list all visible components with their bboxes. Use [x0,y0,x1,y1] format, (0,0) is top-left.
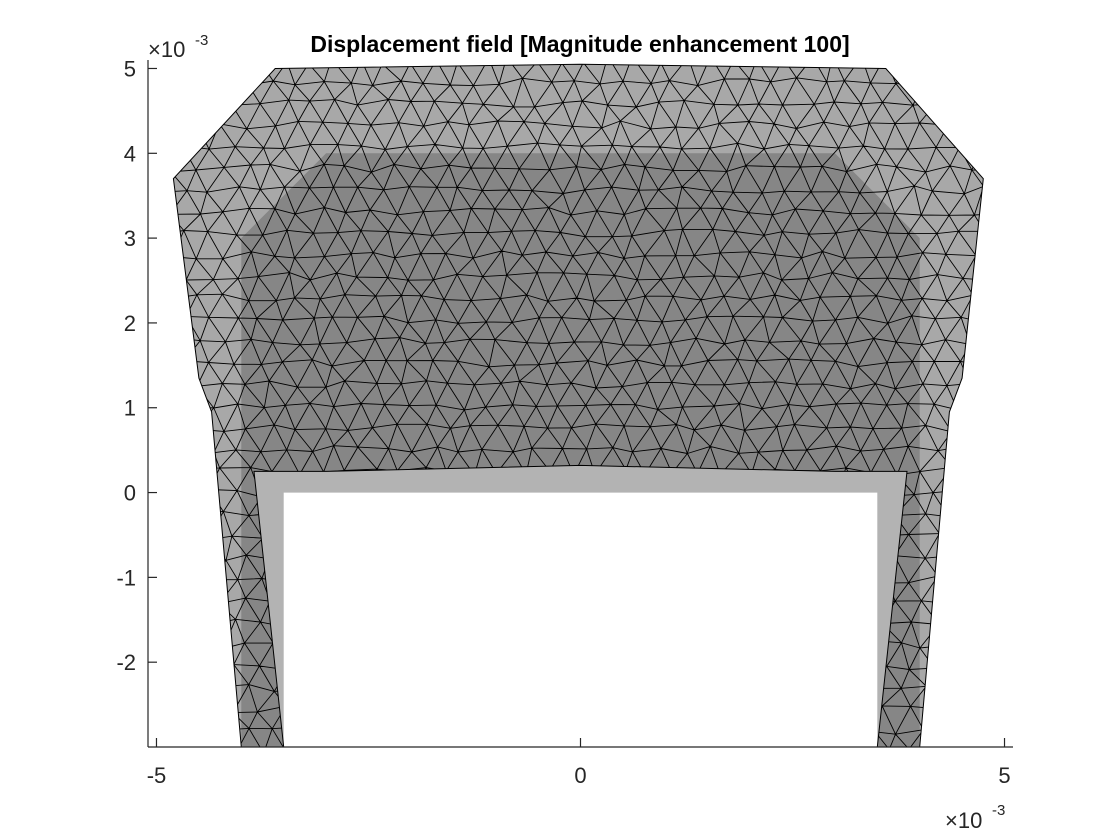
x-ticks: -5 0 5 [147,738,1011,788]
y-tick-label: 5 [124,56,136,81]
chart-title: Displacement field [Magnitude enhancemen… [310,31,849,57]
y-tick-label: 1 [124,396,136,421]
svg-text:×10: ×10 [148,37,185,62]
y-exponent-label: ×10 -3 [148,32,208,62]
y-tick-label: -2 [116,650,136,675]
y-exponent-power: -3 [195,32,208,49]
y-exponent-base: ×10 [148,37,185,62]
y-tick-label: 3 [124,226,136,251]
x-exponent-base: ×10 [945,808,982,833]
x-exponent-power: -3 [992,802,1005,819]
y-tick-label: 2 [124,311,136,336]
y-tick-label: 4 [124,141,136,166]
y-ticks: -2 -1 0 1 2 3 4 5 [116,56,157,675]
x-tick-label: 0 [574,763,586,788]
x-exponent-label: ×10 -3 [945,802,1005,833]
deformed-outline [172,63,984,747]
y-tick-label: -1 [116,565,136,590]
x-tick-label: 5 [998,763,1010,788]
svg-text:×10: ×10 [945,808,982,833]
y-tick-label: 0 [124,481,136,506]
axes: -5 0 5 -2 -1 0 1 2 3 4 5 [116,56,1013,788]
plot-area [172,63,984,747]
x-tick-label: -5 [147,763,167,788]
